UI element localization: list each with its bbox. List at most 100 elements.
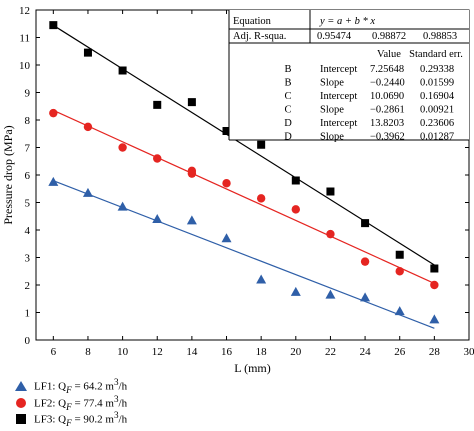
fit-table-row-stderr: 0.16904 [420,91,455,102]
fit-table-row-stderr: 0.00921 [420,105,454,116]
fit-table-col-value: Value [377,49,401,60]
data-point-lf1 [256,275,266,284]
fit-table-row-param: Slope [320,105,344,116]
fit-table-row-id: D [284,118,292,129]
data-point-lf2 [118,143,126,151]
fit-table-adjr-label: Adj. R-squa. [233,31,286,42]
fit-table-row-stderr: 0.29338 [420,64,454,75]
fit-table-adjr-value: 0.98853 [423,31,457,42]
fit-table-equation: y = a + b * x [319,16,375,27]
x-tick-label: 26 [394,346,406,358]
square-marker-icon [14,412,28,426]
y-tick-label: 11 [19,33,30,45]
legend-item-lf3: LF3: QF = 90.2 m3/h [14,411,127,428]
x-tick-label: 18 [256,346,268,358]
fit-table-row-param: Intercept [320,118,357,129]
x-tick-label: 8 [85,346,91,358]
fit-table-row-value: −0.2440 [370,78,405,89]
data-point-lf1 [429,314,439,323]
x-tick-label: 30 [464,346,474,358]
x-tick-label: 12 [152,346,163,358]
data-point-lf1 [395,306,405,315]
y-tick-label: 3 [25,253,31,265]
data-point-lf3 [326,188,334,196]
fit-table-equation-label: Equation [233,16,272,27]
data-point-lf3 [119,67,127,75]
y-axis-title: Pressure drop (MPa) [1,125,15,224]
y-tick-label: 2 [25,280,31,292]
data-point-lf2 [84,123,92,131]
data-point-lf1 [325,290,335,299]
data-point-lf3 [430,265,438,273]
fit-table-row-param: Intercept [320,91,357,102]
data-point-lf1 [360,292,370,301]
x-axis-title: L (mm) [234,361,271,375]
data-point-lf1 [48,177,58,186]
x-tick-label: 6 [51,346,57,358]
y-tick-label: 1 [25,308,31,320]
data-point-lf2 [188,169,196,177]
data-point-lf3 [396,251,404,259]
fit-table-row-id: B [284,78,291,89]
legend-label-lf3: LF3: QF = 90.2 m3/h [34,407,127,431]
data-point-lf3 [188,98,196,106]
data-point-lf2 [430,281,438,289]
data-point-lf1 [187,215,197,224]
y-tick-label: 0 [25,335,31,347]
x-tick-label: 24 [360,346,372,358]
fit-table-row-value: 10.0690 [370,91,404,102]
y-tick-label: 12 [19,5,30,17]
x-tick-label: 14 [186,346,198,358]
data-point-lf3 [84,49,92,57]
fit-table-col-stderr: Standard err. [409,49,463,60]
data-point-lf2 [396,267,404,275]
y-tick-label: 7 [25,143,31,155]
fit-table-row-param: Intercept [320,64,357,75]
fit-table-row-stderr: 0.01599 [420,78,454,89]
y-tick-label: 10 [19,60,31,72]
data-point-lf2 [257,194,265,202]
legend: LF1: QF = 64.2 m3/h LF2: QF = 77.4 m3/h … [14,378,127,428]
y-tick-label: 4 [25,225,31,237]
x-tick-label: 16 [221,346,233,358]
fit-table-adjr-value: 0.95474 [317,31,352,42]
fit-table-row-param: Slope [320,78,344,89]
data-point-lf2 [326,230,334,238]
data-point-lf2 [292,205,300,213]
data-point-lf2 [361,257,369,265]
fit-line-1 [53,181,434,329]
y-tick-label: 5 [25,198,31,210]
data-point-lf3 [292,177,300,185]
data-point-lf2 [222,179,230,187]
circle-marker-icon [14,396,28,410]
x-tick-label: 20 [290,346,302,358]
fit-table-row-stderr: 0.23606 [420,118,454,129]
y-tick-label: 9 [25,88,31,100]
triangle-marker-icon [14,379,28,393]
data-point-lf1 [152,214,162,223]
fit-table-row-id: C [284,91,291,102]
y-tick-label: 8 [25,115,31,127]
fit-table-adjr-value: 0.98872 [372,31,406,42]
fit-table-row-id: B [284,64,291,75]
data-point-lf3 [49,21,57,29]
data-point-lf2 [49,109,57,117]
data-point-lf3 [153,101,161,109]
fit-table-row-value: 13.8203 [370,118,404,129]
fit-table-row-stderr: 0.01287 [420,132,454,143]
x-tick-label: 22 [325,346,336,358]
x-tick-label: 10 [117,346,129,358]
data-point-lf1 [291,287,301,296]
fit-table-row-value: 7.25648 [370,64,404,75]
data-point-lf2 [153,154,161,162]
fit-table-row-value: −0.3962 [370,132,405,143]
data-point-lf1 [222,233,232,242]
y-tick-label: 6 [25,170,31,182]
fit-table-row-id: C [284,105,291,116]
x-tick-label: 28 [429,346,441,358]
fit-table-row-param: Slope [320,132,344,143]
fit-table-row-value: −0.2861 [370,105,405,116]
data-point-lf3 [361,219,369,227]
data-point-lf3 [257,141,265,149]
